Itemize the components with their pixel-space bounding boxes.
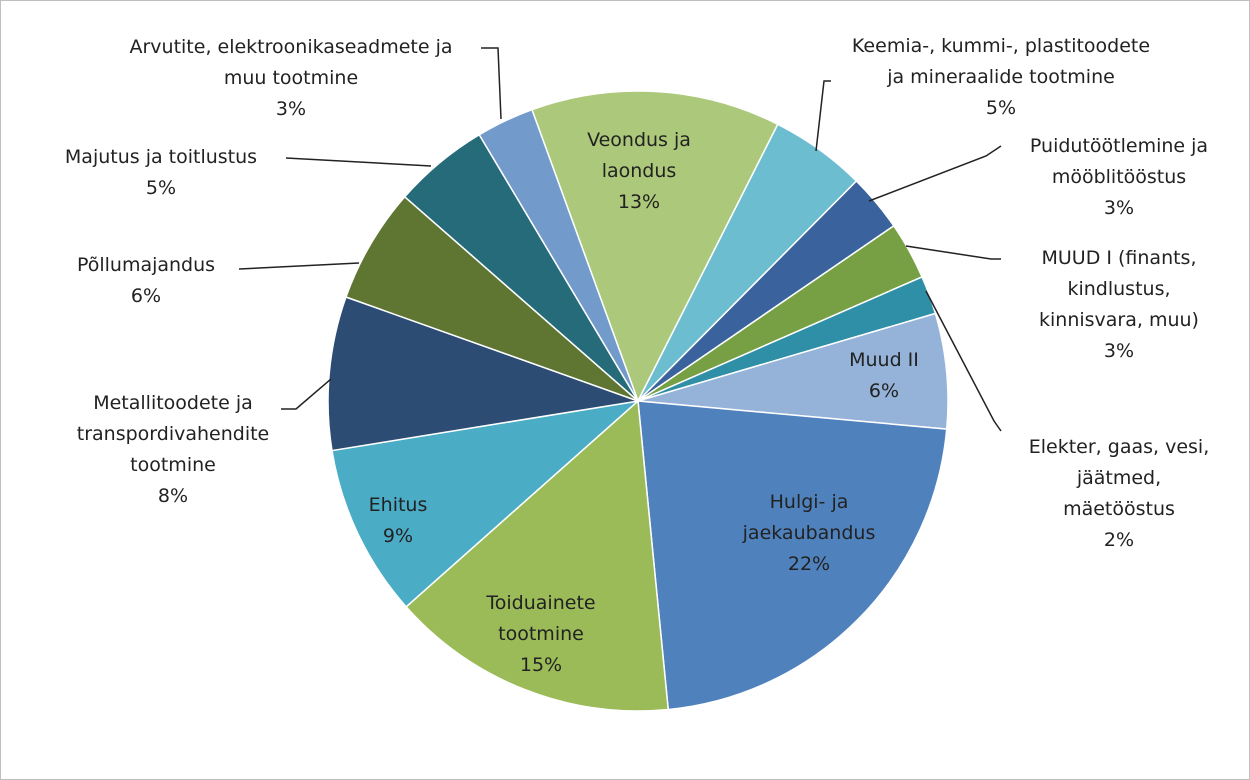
value-label: 9% (382, 525, 414, 547)
value-label: 22% (787, 553, 831, 575)
category-name: Majutus ja toitlustus (64, 146, 258, 168)
category-name: Keemia-, kummi-, plastitoodete ja minera… (851, 35, 1151, 88)
category-name: MUUD I (finants, kindlustus, kinnisvara,… (1039, 247, 1199, 331)
slice-label: Toiduainete tootmine 15% (301, 588, 781, 681)
slice-label: Ehitus 9% (158, 490, 638, 552)
category-name: Arvutite, elektroonikaseadmete ja muu to… (129, 36, 453, 89)
value-label: 3% (1103, 197, 1135, 219)
value-label: 15% (519, 654, 563, 676)
slice-label: Majutus ja toitlustus 5% (1, 142, 401, 204)
value-label: 3% (1103, 340, 1135, 362)
value-label: 8% (157, 485, 189, 507)
category-name: Elekter, gaas, vesi, jäätmed, mäetööstus (1028, 436, 1210, 520)
slice-label: Arvutite, elektroonikaseadmete ja muu to… (51, 32, 531, 125)
leader-line (238, 262, 360, 270)
leader-line (905, 245, 1001, 260)
value-label: 3% (275, 98, 307, 120)
value-label: 13% (617, 191, 661, 213)
pie-slice (478, 108, 639, 402)
slice-label: Muud II 6% (644, 345, 1124, 407)
value-label: 6% (130, 285, 162, 307)
leader-line (481, 47, 502, 120)
pie-slice (637, 400, 948, 711)
slice-label: MUUD I (finants, kindlustus, kinnisvara,… (879, 243, 1249, 367)
category-name: Hulgi- ja jaekaubandus (742, 491, 876, 544)
value-label: 2% (1103, 529, 1135, 551)
category-name: Muud II (849, 349, 919, 371)
category-name: Veondus ja laondus (587, 129, 691, 182)
leader-line (815, 80, 831, 152)
leader-line (925, 290, 1002, 432)
leader-line (281, 378, 332, 410)
value-label: 5% (985, 97, 1017, 119)
leader-line (285, 157, 432, 167)
slice-label: Puidutöötlemine ja mööblitööstus 3% (879, 131, 1249, 224)
pie-slice (331, 399, 641, 608)
category-name: Põllumajandus (76, 254, 216, 276)
slice-label: Hulgi- ja jaekaubandus 22% (569, 487, 1049, 580)
value-label: 6% (868, 380, 900, 402)
slice-label: Metallitoodete ja transpordivahendite to… (1, 388, 413, 512)
slice-label: Elekter, gaas, vesi, jäätmed, mäetööstus… (879, 432, 1249, 556)
slice-label: Keemia-, kummi-, plastitoodete ja minera… (761, 31, 1241, 124)
value-label: 5% (145, 177, 177, 199)
category-name: Toiduainete tootmine (486, 592, 596, 645)
pie-slice (531, 90, 779, 403)
pie-slice (327, 296, 639, 452)
slice-label: Põllumajandus 6% (1, 250, 386, 312)
slice-label: Veondus ja laondus 13% (399, 125, 879, 218)
pie-slice (405, 399, 670, 712)
category-name: Metallitoodete ja transpordivahendite to… (76, 392, 270, 476)
category-name: Puidutöötlemine ja mööblitööstus (1029, 135, 1209, 188)
category-name: Ehitus (368, 494, 428, 516)
leader-line (868, 145, 1002, 202)
